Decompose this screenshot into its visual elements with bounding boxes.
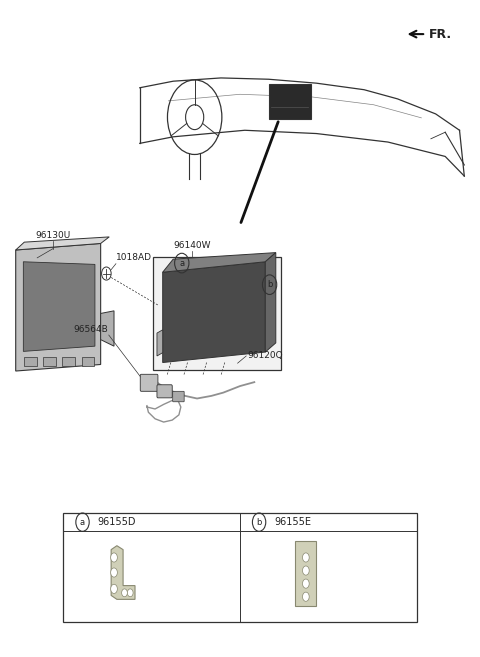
Text: FR.: FR. — [429, 28, 452, 41]
FancyBboxPatch shape — [173, 392, 184, 402]
Polygon shape — [16, 237, 109, 250]
Text: 96120Q: 96120Q — [247, 351, 283, 361]
Circle shape — [111, 568, 117, 577]
Circle shape — [302, 592, 309, 601]
Circle shape — [121, 589, 127, 597]
Text: a: a — [179, 259, 184, 267]
Circle shape — [127, 589, 133, 597]
Bar — [62, 357, 75, 367]
Text: 96155D: 96155D — [98, 517, 136, 527]
FancyBboxPatch shape — [269, 85, 311, 119]
Circle shape — [302, 566, 309, 575]
Text: b: b — [267, 280, 272, 289]
FancyBboxPatch shape — [157, 385, 172, 398]
Text: 96140W: 96140W — [174, 241, 211, 250]
FancyBboxPatch shape — [295, 541, 316, 606]
Text: 1018AD: 1018AD — [116, 254, 152, 262]
Bar — [82, 357, 95, 367]
Polygon shape — [163, 252, 276, 272]
Bar — [24, 357, 37, 367]
Text: 96564B: 96564B — [74, 325, 108, 334]
Polygon shape — [163, 261, 265, 363]
Bar — [43, 357, 56, 367]
Polygon shape — [265, 252, 276, 352]
Text: 96130U: 96130U — [36, 231, 71, 240]
Polygon shape — [16, 244, 101, 371]
Polygon shape — [101, 311, 114, 346]
Circle shape — [302, 553, 309, 562]
FancyBboxPatch shape — [63, 513, 417, 622]
FancyBboxPatch shape — [140, 374, 158, 392]
Circle shape — [111, 553, 117, 562]
Polygon shape — [24, 261, 95, 351]
Circle shape — [111, 584, 117, 593]
Text: a: a — [80, 518, 85, 527]
Text: 96155E: 96155E — [275, 517, 312, 527]
Text: b: b — [256, 518, 262, 527]
Polygon shape — [157, 330, 163, 356]
Polygon shape — [111, 546, 135, 599]
FancyBboxPatch shape — [153, 257, 281, 370]
Circle shape — [302, 579, 309, 588]
